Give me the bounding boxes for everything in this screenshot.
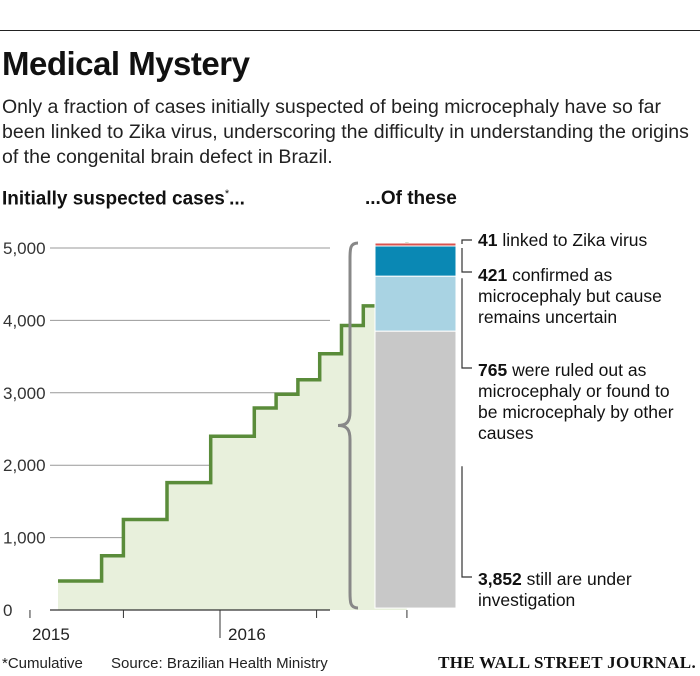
top-rule xyxy=(0,30,700,31)
label-ruled-out-value: 765 xyxy=(478,360,508,380)
label-zika: 41 linked to Zika virus xyxy=(478,230,647,251)
label-investigating: 3,852 still are under investigation xyxy=(478,569,678,611)
label-ruled-out-text: were ruled out as microcephaly or found … xyxy=(478,360,674,443)
bar-segment-ruled-out xyxy=(374,275,457,332)
right-panel-heading: ...Of these xyxy=(365,188,457,209)
page-title: Medical Mystery xyxy=(2,45,250,82)
page-subtitle: Only a fraction of cases initially suspe… xyxy=(2,96,689,168)
y-tick-label: 1,000 xyxy=(3,529,46,548)
cumulative-mark: * xyxy=(224,188,230,200)
label-investigating-value: 3,852 xyxy=(478,569,522,589)
leader-line xyxy=(461,466,472,578)
leader-line xyxy=(461,248,472,273)
publisher-logo: THE WALL STREET JOURNAL. xyxy=(438,653,696,672)
label-zika-value: 41 xyxy=(478,230,498,250)
bar-segment-confirmed xyxy=(374,245,457,277)
label-ruled-out: 765 were ruled out as microcephaly or fo… xyxy=(478,360,693,444)
left-panel-heading-suffix: ... xyxy=(229,188,245,210)
source-note: Source: Brazilian Health Ministry xyxy=(111,655,328,672)
x-tick-label: 2016 xyxy=(228,625,266,644)
cumulative-area xyxy=(58,242,407,611)
leader-line xyxy=(461,239,472,244)
x-tick-label: 2015 xyxy=(32,625,70,644)
label-zika-text: linked to Zika virus xyxy=(502,230,648,250)
brace xyxy=(337,241,359,610)
footnote-cumulative: *Cumulative xyxy=(2,655,83,672)
left-panel-heading-text: Initially suspected cases xyxy=(2,188,225,210)
y-tick-label: 4,000 xyxy=(3,311,46,330)
label-confirmed-value: 421 xyxy=(478,265,508,285)
y-tick-label: 2,000 xyxy=(3,456,46,475)
bar-segment-investigating xyxy=(374,330,457,609)
leader-line xyxy=(461,278,472,369)
y-tick-label: 3,000 xyxy=(3,384,46,403)
label-confirmed-text: confirmed as microcephaly but cause rema… xyxy=(478,265,662,327)
y-tick-label: 5,000 xyxy=(3,239,46,258)
label-confirmed: 421 confirmed as microcephaly but cause … xyxy=(478,265,698,328)
y-tick-label: 0 xyxy=(3,601,12,620)
label-investigating-text: still are under investigation xyxy=(478,569,632,610)
left-panel-heading: Initially suspected cases*... xyxy=(2,188,245,210)
